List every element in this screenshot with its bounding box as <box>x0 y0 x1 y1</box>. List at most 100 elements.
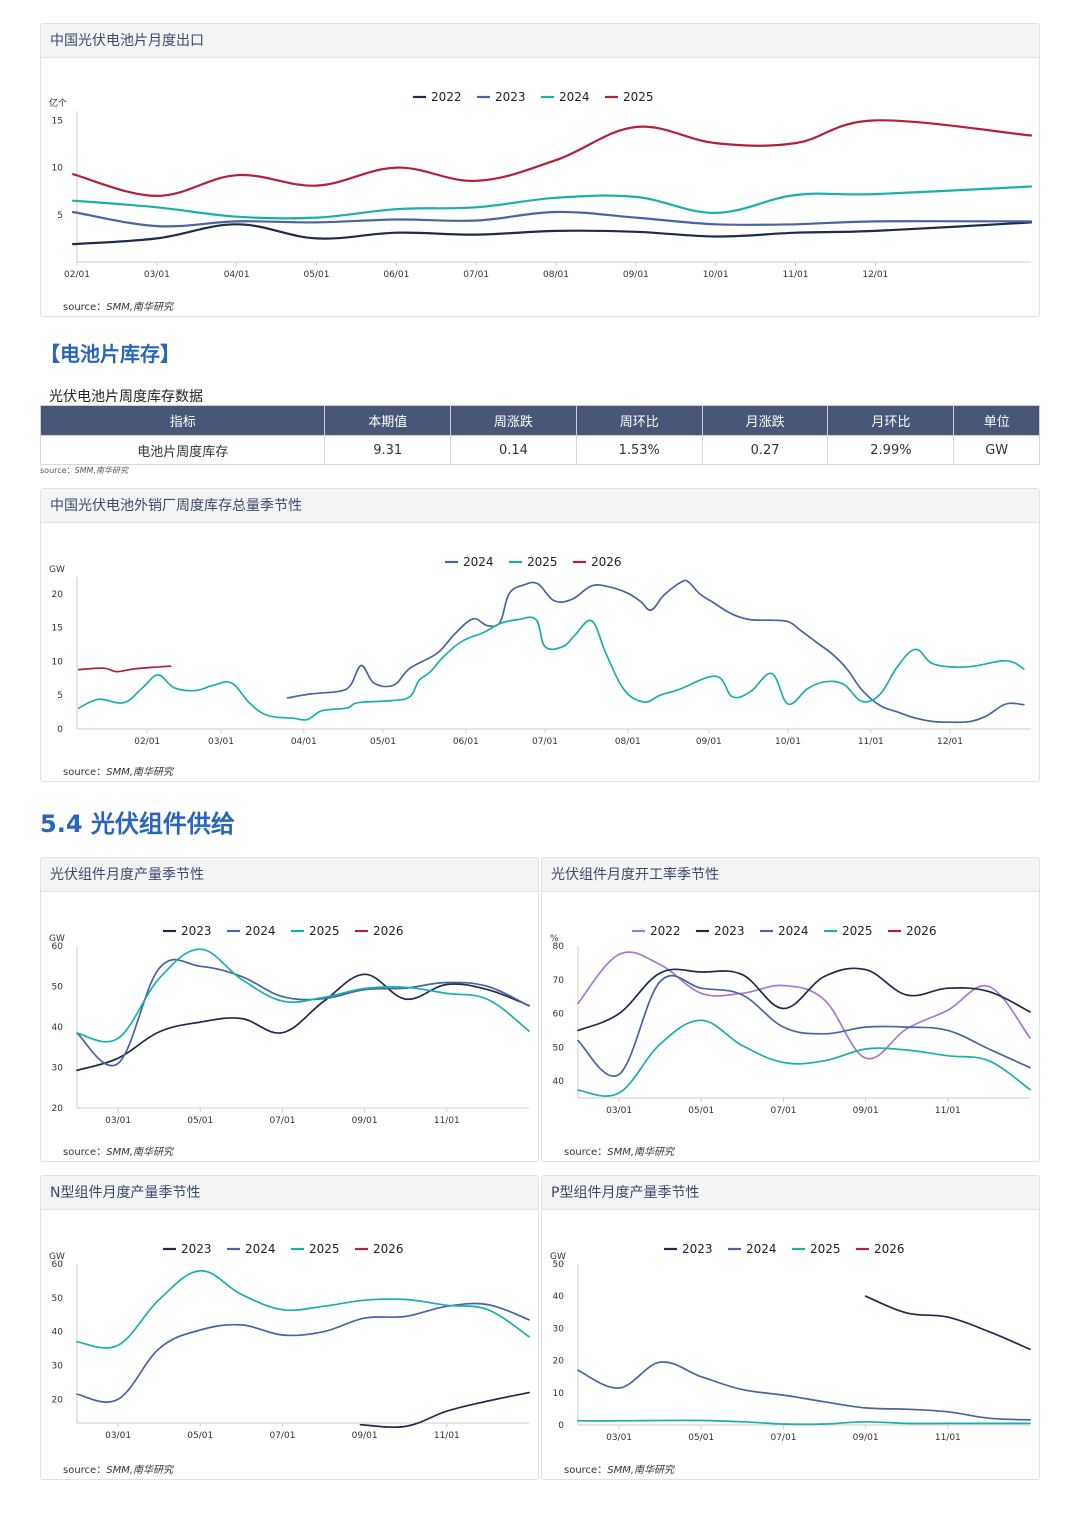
table-cell: 2.99% <box>827 435 955 465</box>
table-header-cell: 周环比 <box>575 405 703 436</box>
x-tick-label: 06/01 <box>383 270 409 280</box>
x-tick-label: 11/01 <box>434 1116 460 1126</box>
y-tick-label: 50 <box>52 1294 64 1304</box>
chart-source: source：SMM,南华研究 <box>564 1465 675 1476</box>
legend-label-2025: 2025 <box>623 90 654 104</box>
table-header-row: 指标 本期值 周涨跌 周环比 月涨跌 月环比 单位 <box>39 405 1040 436</box>
legend-label-2024: 2024 <box>463 555 494 569</box>
chart-source: source：SMM,南华研究 <box>564 1147 675 1158</box>
x-tick-label: 07/01 <box>532 737 558 747</box>
legend-label-2026: 2026 <box>591 555 622 569</box>
y-axis-unit: GW <box>49 1252 65 1262</box>
y-tick-label: 40 <box>52 1328 64 1338</box>
series-line-2022 <box>71 221 1033 246</box>
y-tick-label: 70 <box>553 976 565 986</box>
chart-cell-export: 亿个 5 10 15 02/01 03/01 04/01 05/01 06/01 07/01 08/… <box>49 90 1033 280</box>
section-title-module-supply: 5.4 光伏组件供给 <box>40 810 235 838</box>
y-axis-unit: GW <box>550 1252 566 1262</box>
series-line-2024 <box>577 974 1031 1078</box>
chart-source: source：SMM,南华研究 <box>63 767 174 778</box>
chart-module-utilization: % 40 50 60 70 80 03/01 05/01 07/01 09/01 11/01 2022… <box>550 924 1031 1116</box>
chart-n-type-output: GW 20 30 40 50 60 03/01 05/01 07/01 09/01 11/01 202… <box>49 1242 530 1441</box>
chart-source: source：SMM,南华研究 <box>63 1465 174 1476</box>
table-cell: GW <box>953 435 1040 465</box>
y-tick-label: 20 <box>52 1104 64 1114</box>
series-line-2025 <box>577 1019 1031 1097</box>
x-tick-label: 09/01 <box>623 270 649 280</box>
series-line-2024 <box>71 185 1033 220</box>
series-line-2023 <box>864 1295 1031 1351</box>
x-tick-label: 03/01 <box>606 1433 632 1443</box>
x-tick-label: 07/01 <box>269 1116 295 1126</box>
legend-label-2025: 2025 <box>309 1242 340 1256</box>
x-tick-label: 09/01 <box>696 737 722 747</box>
legend-label-2024: 2024 <box>746 1242 777 1256</box>
y-tick-label: 5 <box>57 691 63 701</box>
table-header-cell: 月环比 <box>827 405 955 436</box>
chart-panel-n-type-output: N型组件月度产量季节性 GW 20 30 40 50 60 03/01 05/01 07/01 0… <box>40 1175 539 1480</box>
y-tick-label: 20 <box>553 1357 565 1367</box>
chart-panel-cell-export: 中国光伏电池片月度出口 亿个 5 10 15 02/01 03/01 04/01 05/01 0… <box>40 23 1040 317</box>
x-tick-label: 10/01 <box>775 737 801 747</box>
y-tick-label: 15 <box>52 116 63 126</box>
legend-label-2023: 2023 <box>181 924 212 938</box>
legend-label-2023: 2023 <box>495 90 526 104</box>
series-line-2023 <box>577 967 1031 1032</box>
y-tick-label: 40 <box>553 1077 565 1087</box>
y-tick-label: 20 <box>52 1395 64 1405</box>
y-tick-label: 50 <box>553 1260 565 1270</box>
legend-label-2025: 2025 <box>527 555 558 569</box>
y-tick-label: 10 <box>553 1389 565 1399</box>
legend-label-2023: 2023 <box>714 924 745 938</box>
legend-label-2026: 2026 <box>874 1242 905 1256</box>
y-tick-label: 30 <box>52 1361 64 1371</box>
y-axis-unit: GW <box>49 934 65 944</box>
series-line-2025 <box>76 948 530 1043</box>
legend-label-2023: 2023 <box>181 1242 212 1256</box>
x-tick-label: 11/01 <box>935 1433 961 1443</box>
y-tick-label: 0 <box>558 1421 564 1431</box>
y-tick-label: 40 <box>52 1023 64 1033</box>
series-line-2023 <box>359 1391 530 1429</box>
section-title-battery-inventory: 【电池片库存】 <box>40 342 180 366</box>
x-tick-label: 05/01 <box>187 1116 213 1126</box>
table-cell: 0.14 <box>450 435 577 465</box>
x-tick-label: 05/01 <box>304 270 330 280</box>
chart-panel-cell-inventory: 中国光伏电池外销厂周度库存总量季节性 GW 0 5 10 15 20 02/01 03/01 0… <box>40 488 1040 782</box>
table-header-cell: 月涨跌 <box>701 405 829 436</box>
x-tick-label: 05/01 <box>370 737 396 747</box>
x-tick-label: 09/01 <box>853 1106 879 1116</box>
y-tick-label: 50 <box>553 1043 565 1053</box>
series-line-2023 <box>71 210 1033 228</box>
legend-label-2026: 2026 <box>373 924 404 938</box>
chart-source: source：SMM,南华研究 <box>63 1147 174 1158</box>
y-tick-label: 15 <box>52 624 63 634</box>
table-cell: 0.27 <box>701 435 829 465</box>
series-line-2023 <box>76 973 530 1072</box>
series-line-2024 <box>76 958 530 1067</box>
table-header-cell: 周涨跌 <box>450 405 577 436</box>
series-line-2022 <box>577 951 1031 1060</box>
x-tick-label: 03/01 <box>208 737 234 747</box>
y-tick-label: 20 <box>52 590 64 600</box>
chart-title: 中国光伏电池外销厂周度库存总量季节性 <box>41 489 1039 523</box>
table-row: 电池片周度库存 9.31 0.14 1.53% 0.27 2.99% GW <box>39 435 1040 465</box>
legend-label-2024: 2024 <box>245 1242 276 1256</box>
legend-label-2023: 2023 <box>682 1242 713 1256</box>
chart-module-output: GW 20 30 40 50 60 03/01 05/01 07/01 09/01 11/01 202… <box>49 924 530 1126</box>
y-tick-label: 60 <box>52 942 64 952</box>
table-cell: 9.31 <box>324 435 452 465</box>
chart-title: 光伏组件月度产量季节性 <box>41 858 538 892</box>
x-tick-label: 10/01 <box>703 270 729 280</box>
x-tick-label: 03/01 <box>105 1431 131 1441</box>
legend-label-2026: 2026 <box>906 924 937 938</box>
series-line-2024 <box>577 1361 1031 1421</box>
series-line-2025 <box>71 119 1033 198</box>
legend-label-2024: 2024 <box>245 924 276 938</box>
legend-label-2024: 2024 <box>559 90 590 104</box>
chart-panel-module-utilization: 光伏组件月度开工率季节性 % 40 50 60 70 80 03/01 05/01 07/01 0… <box>541 857 1040 1162</box>
table-header-cell: 本期值 <box>324 405 452 436</box>
y-tick-label: 50 <box>52 983 64 993</box>
chart-cell-inventory: GW 0 5 10 15 20 02/01 03/01 04/01 05/01 06/01 07/01… <box>49 555 1031 747</box>
chart-panel-module-output: 光伏组件月度产量季节性 GW 20 30 40 50 60 03/01 05/01 07/01 0… <box>40 857 539 1162</box>
